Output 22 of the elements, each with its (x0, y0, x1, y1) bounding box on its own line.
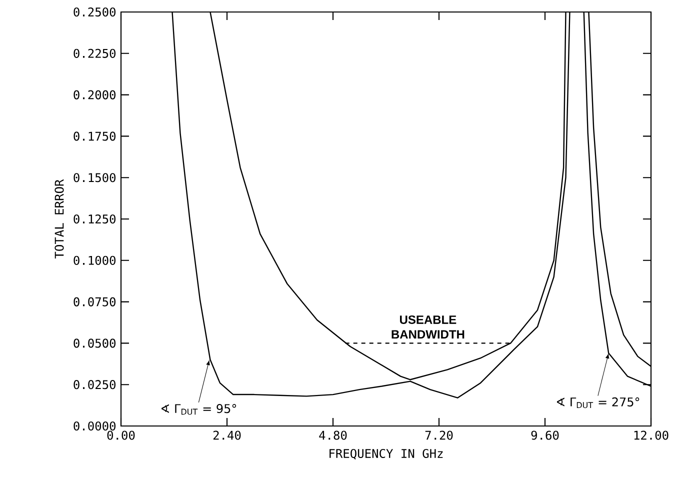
x-tick-label: 7.20 (425, 430, 453, 440)
y-tick-label: 0.1250 (74, 214, 116, 224)
y-tick-label: 0.0500 (74, 338, 116, 348)
y-tick-label: 0.1500 (74, 173, 116, 182)
y-tick-label: 0.2250 (74, 48, 116, 58)
x-tick-label: 4.80 (319, 430, 347, 440)
y-tick-label: 0.1000 (74, 256, 116, 265)
y-tick-label: 0.2500 (74, 7, 116, 17)
annotation: USEABLE BANDWIDTH (392, 315, 464, 338)
y-tick-label: 0.1750 (74, 132, 116, 141)
y-tick-label: 0.0250 (74, 380, 116, 390)
y-tick-label: 0.0750 (74, 297, 116, 306)
annotation: ∢ Γ$_{DUT}$ = 95° (162, 404, 236, 415)
x-axis-title: FREQUENCY IN GHz (330, 448, 443, 460)
y-tick-label: 0.2000 (74, 90, 116, 100)
annotation: ∢ Γ$_{DUT}$ = 275° (556, 397, 640, 408)
x-tick-label: 0.00 (107, 430, 135, 440)
x-tick-label: 12.00 (634, 430, 668, 440)
y-axis-title: TOTAL ERROR (54, 179, 64, 258)
y-tick-label: 0.0000 (74, 421, 116, 431)
x-tick-label: 2.40 (213, 430, 241, 440)
x-tick-label: 9.60 (531, 430, 559, 440)
